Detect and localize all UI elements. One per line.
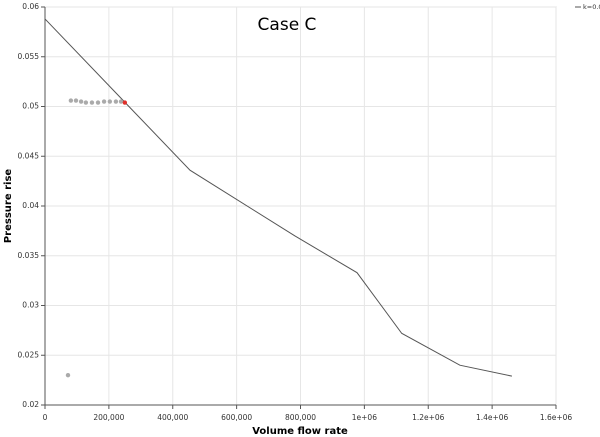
y-tick-label: 0.03 (22, 301, 39, 310)
x-tick-label: 800,000 (285, 413, 316, 422)
x-axis-label: Volume flow rate (252, 426, 348, 437)
x-tick-label: 0 (43, 413, 48, 422)
y-tick-label: 0.025 (18, 350, 40, 359)
point (107, 99, 113, 104)
point (118, 99, 124, 104)
point (122, 100, 128, 105)
y-tick-label: 0.035 (18, 251, 40, 260)
x-tick-label: 1.2e+06 (412, 413, 445, 422)
point (68, 98, 74, 103)
point (78, 99, 84, 104)
point (83, 100, 89, 105)
line-series (44, 18, 513, 377)
point (73, 98, 79, 103)
x-tick-label: 1.6e+06 (540, 413, 573, 422)
x-tick-label: 600,000 (221, 413, 252, 422)
x-tick-label: 1.4e+06 (476, 413, 509, 422)
x-tick-label: 200,000 (93, 413, 124, 422)
point (95, 100, 101, 105)
y-tick-label: 0.06 (22, 2, 39, 11)
point (113, 99, 119, 104)
point (101, 99, 107, 104)
y-tick-label: 0.04 (22, 201, 39, 210)
y-tick-label: 0.055 (18, 52, 40, 61)
chart-title: Case C (258, 15, 317, 35)
y-tick-label: 0.05 (22, 102, 39, 111)
x-tick-label: 1e+06 (352, 413, 377, 422)
legend-label: k=0.0 (583, 3, 600, 11)
x-tick-label: 400,000 (157, 413, 188, 422)
y-tick-label: 0.045 (18, 151, 40, 160)
point (89, 100, 95, 105)
point (65, 372, 71, 378)
y-tick-label: 0.02 (22, 400, 39, 409)
y-axis-label: Pressure rise (3, 169, 14, 244)
